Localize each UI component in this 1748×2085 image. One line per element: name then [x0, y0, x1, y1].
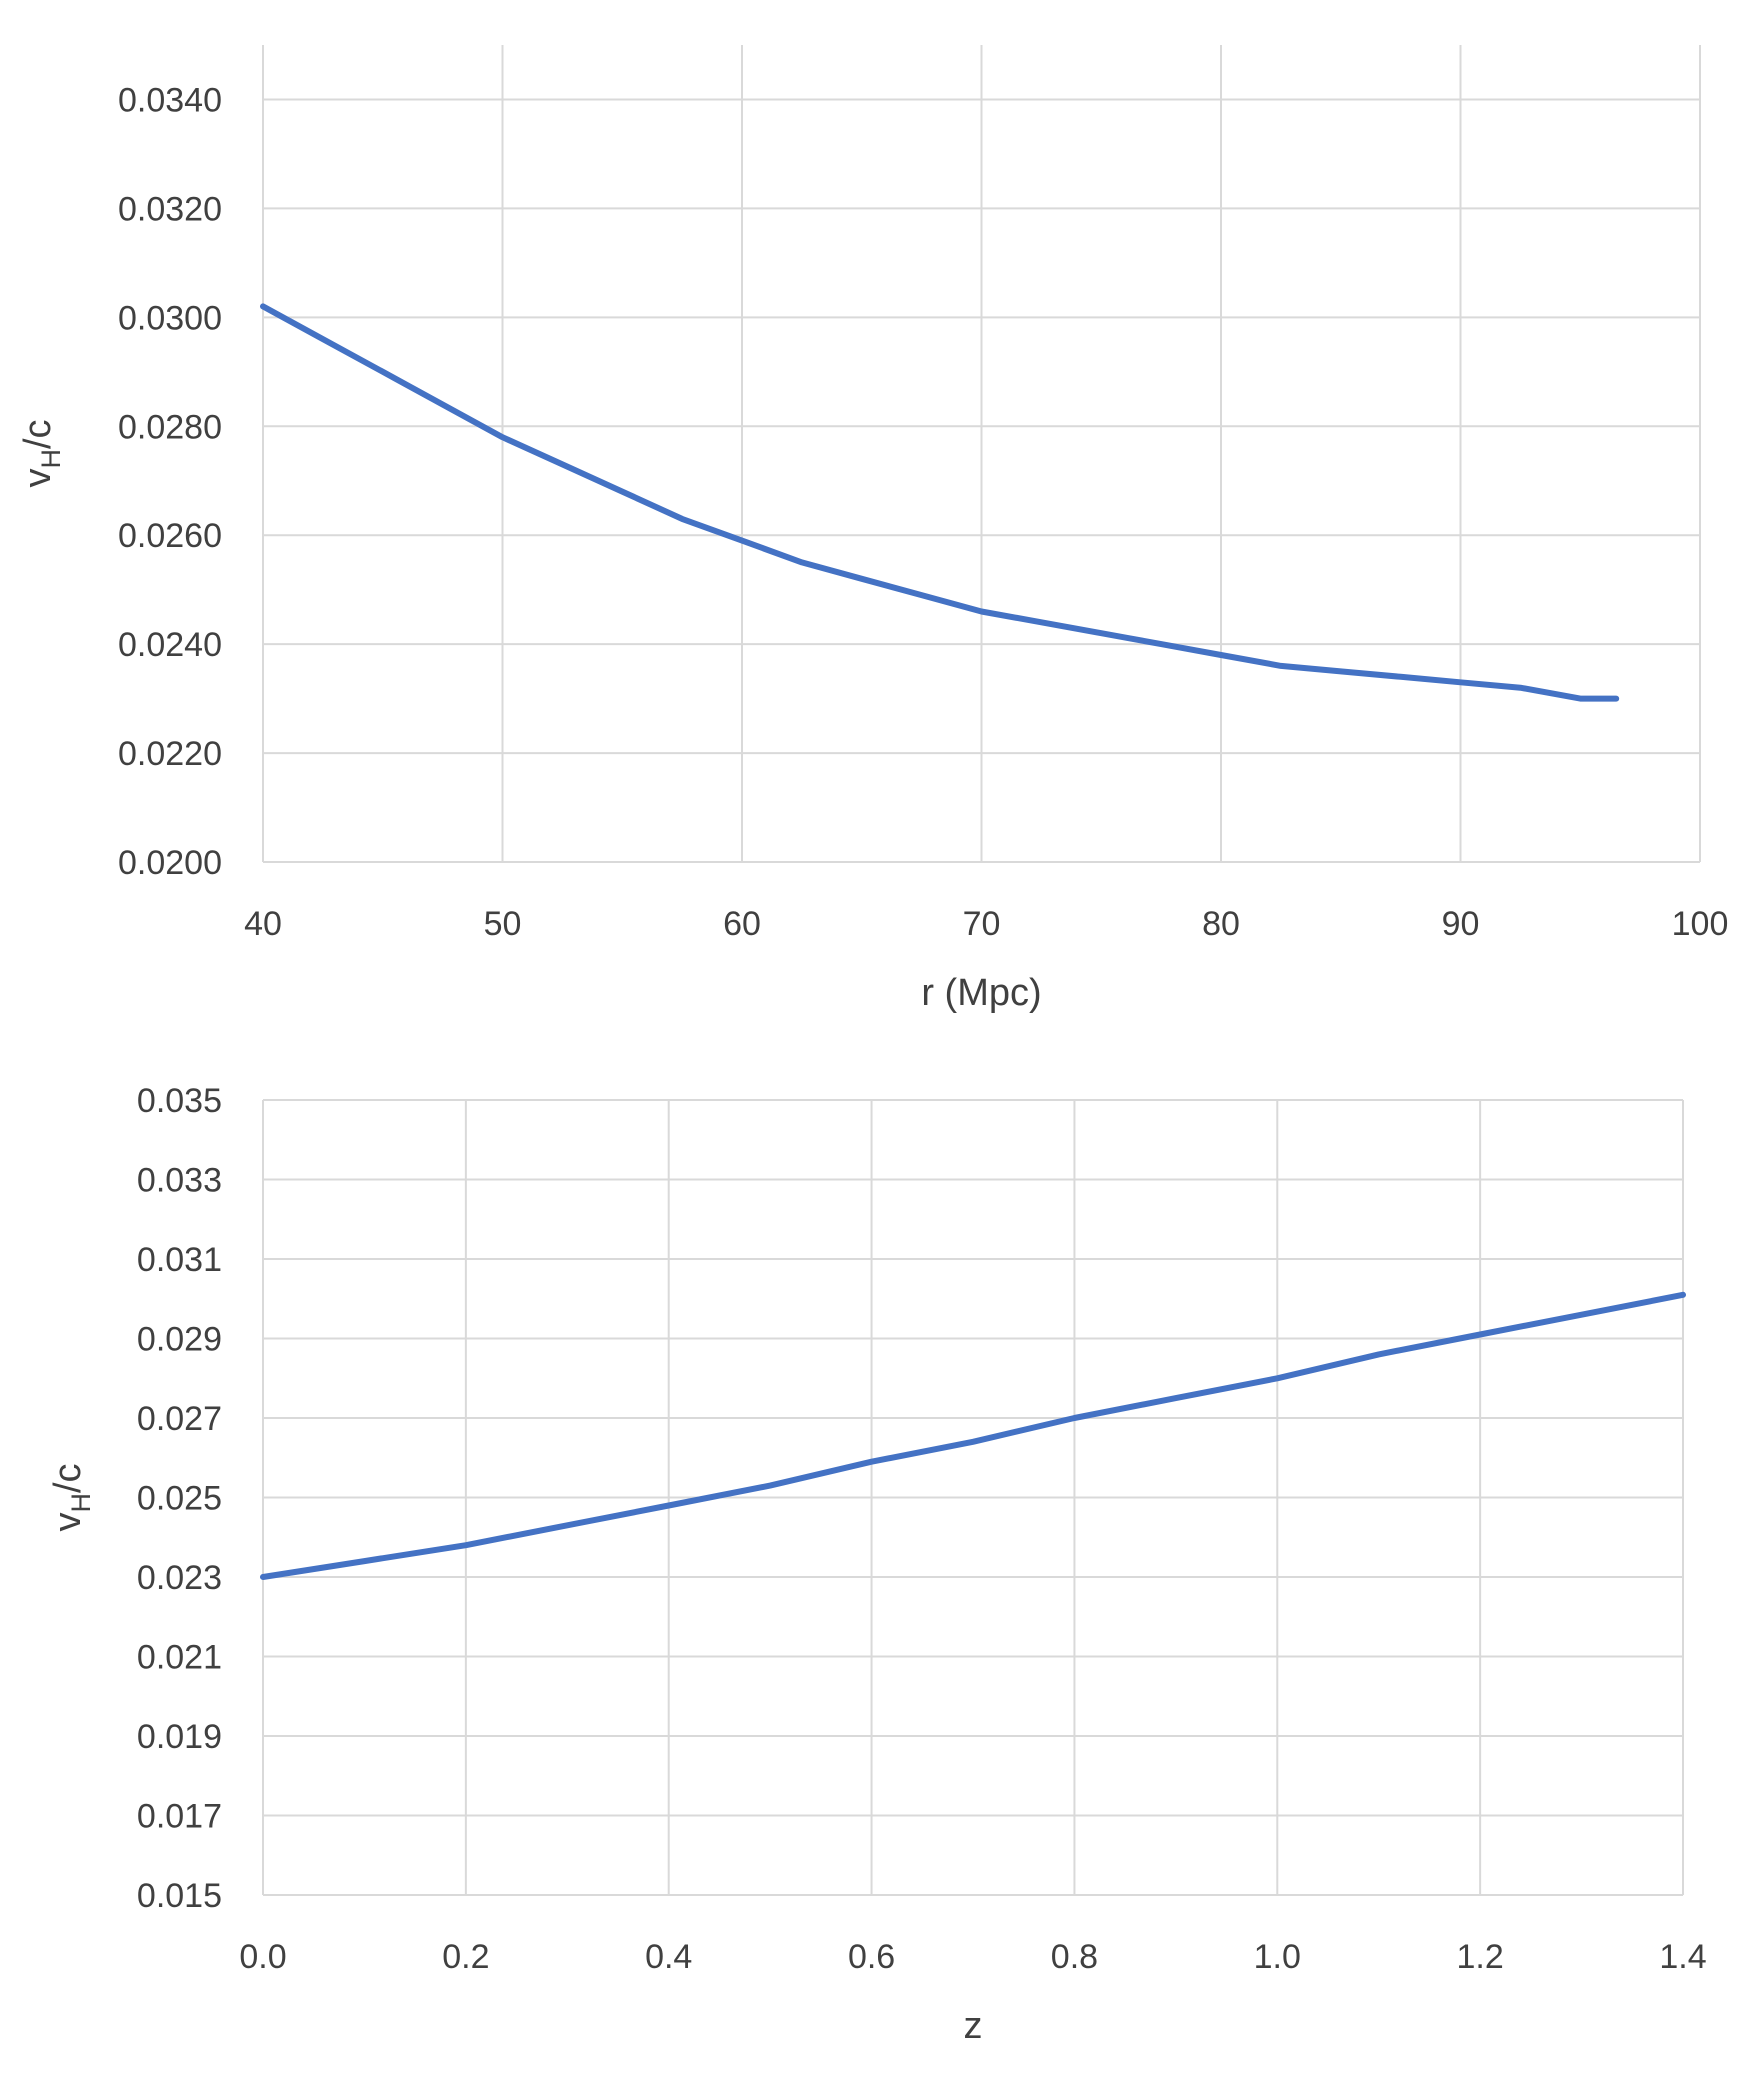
y-axis-title: vH/c [17, 419, 66, 487]
y-tick-label: 0.0300 [118, 299, 222, 337]
series-line [260, 1291, 1686, 1580]
x-tick-label: 0.8 [1051, 1938, 1098, 1976]
y-tick-label: 0.027 [137, 1400, 222, 1438]
y-tick-label: 0.0260 [118, 517, 222, 555]
y-axis-title-sub: H [36, 449, 66, 469]
x-tick-label: 1.4 [1659, 1938, 1706, 1976]
y-tick-label: 0.0280 [118, 408, 222, 446]
y-tick-label: 0.015 [137, 1877, 222, 1915]
x-tick-label: 1.2 [1457, 1938, 1504, 1976]
x-tick-label: 70 [963, 905, 1001, 943]
y-axis-title-main: v [47, 1513, 89, 1532]
x-tick-label: 90 [1442, 905, 1480, 943]
y-axis-title: vH/c [47, 1463, 96, 1531]
y-tick-label: 0.0220 [118, 735, 222, 773]
y-axis-title-main: v [17, 469, 59, 488]
x-tick-label: 80 [1202, 905, 1240, 943]
x-tick-label: 60 [723, 905, 761, 943]
y-tick-label: 0.0240 [118, 626, 222, 664]
x-axis-title: r (Mpc) [921, 972, 1041, 1014]
y-tick-label: 0.017 [137, 1798, 222, 1836]
y-axis-title-sub: H [66, 1493, 96, 1513]
x-tick-label: 0.2 [442, 1938, 489, 1976]
y-tick-label: 0.035 [137, 1082, 222, 1120]
x-tick-label: 50 [484, 905, 522, 943]
series-line [260, 303, 1620, 702]
y-tick-label: 0.029 [137, 1321, 222, 1359]
y-tick-label: 0.021 [137, 1639, 222, 1677]
y-tick-label: 0.023 [137, 1559, 222, 1597]
x-tick-label: 0.4 [645, 1938, 692, 1976]
x-tick-label: 100 [1672, 905, 1729, 943]
y-tick-label: 0.0340 [118, 81, 222, 119]
y-tick-label: 0.019 [137, 1718, 222, 1756]
x-tick-label: 40 [244, 905, 282, 943]
x-tick-label: 0.6 [848, 1938, 895, 1976]
x-tick-label: 1.0 [1254, 1938, 1301, 1976]
y-axis-title-tail: /c [47, 1463, 89, 1493]
y-tick-label: 0.031 [137, 1241, 222, 1279]
y-tick-label: 0.033 [137, 1162, 222, 1200]
y-axis-title-tail: /c [17, 419, 59, 449]
y-tick-label: 0.025 [137, 1480, 222, 1518]
y-tick-label: 0.0200 [118, 844, 222, 882]
y-tick-label: 0.0320 [118, 190, 222, 228]
x-tick-label: 0.0 [239, 1938, 286, 1976]
chart-top-vh-vs-r: 0.0200 0.0220 0.0240 0.0260 0.0280 0.0300 0.03… [17, 45, 1728, 1014]
x-axis-title: z [964, 2005, 983, 2047]
chart-bottom-vh-vs-z: 0.015 0.017 0.019 0.021 0.023 0.025 0.027 0.029… [47, 1082, 1707, 2047]
